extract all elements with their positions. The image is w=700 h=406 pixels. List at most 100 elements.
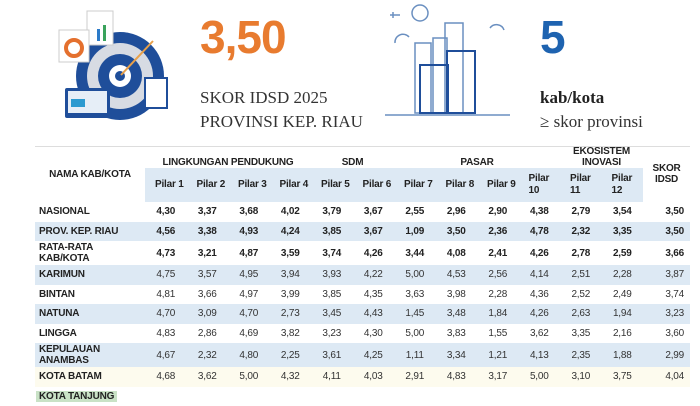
- city-buildings-icon: [385, 3, 515, 118]
- pillar-value: 2,90: [477, 202, 519, 222]
- pillar-value: 3,83: [436, 324, 478, 344]
- pillar-value: 1,09: [394, 222, 436, 242]
- count-above-province: 5: [540, 14, 565, 60]
- pillar-value: 4,38: [519, 202, 561, 222]
- pillar-value: 1,11: [394, 343, 436, 367]
- row-name: LINGGA: [35, 324, 145, 344]
- row-name-text: KARIMUN: [39, 269, 85, 280]
- pillar-header: Pilar 12: [602, 168, 644, 202]
- pillar-value: 3,94: [270, 265, 312, 285]
- pillar-value: 3,99: [270, 285, 312, 305]
- pillar-value: 3,35: [602, 222, 644, 242]
- pillar-value: 3,48: [436, 304, 478, 324]
- pillar-value: 2,25: [270, 343, 312, 367]
- group-header: PASAR: [394, 146, 560, 168]
- pillar-value: [519, 387, 561, 406]
- pillar-value: 4,26: [353, 241, 395, 265]
- pillar-header: Pilar 5: [311, 168, 353, 202]
- pillar-value: [394, 387, 436, 406]
- pillar-value: 3,79: [311, 202, 353, 222]
- pillar-value: 3,98: [436, 285, 478, 305]
- pillar-value: 3,23: [311, 324, 353, 344]
- idsd-score-value: 3,50: [643, 202, 690, 222]
- pillar-value: 4,24: [270, 222, 312, 242]
- pillar-value: 2,35: [560, 343, 602, 367]
- row-name: KEPULAUAN ANAMBAS: [35, 343, 145, 367]
- pillar-value: 4,26: [519, 304, 561, 324]
- row-name: BINTAN: [35, 285, 145, 305]
- pillar-value: 3,82: [270, 324, 312, 344]
- pillar-value: 2,52: [560, 285, 602, 305]
- pillar-value: 3,37: [187, 202, 229, 222]
- pillar-value: 3,21: [187, 241, 229, 265]
- pillar-value: [560, 387, 602, 406]
- pillar-header: Pilar 9: [477, 168, 519, 202]
- pillar-value: 3,54: [602, 202, 644, 222]
- target-dashboard-icon: [55, 3, 175, 123]
- idsd-table: NAMA KAB/KOTA LINGKUNGAN PENDUKUNG SDM P…: [35, 146, 690, 406]
- pillar-value: 4,56: [145, 222, 187, 242]
- pillar-value: 2,28: [477, 285, 519, 305]
- pillar-value: 2,86: [187, 324, 229, 344]
- pillar-value: 5,00: [394, 265, 436, 285]
- score-header: SKOR IDSD: [643, 146, 690, 202]
- pillar-value: 4,03: [353, 367, 395, 387]
- pillar-value: 3,38: [187, 222, 229, 242]
- pillar-value: 2,51: [560, 265, 602, 285]
- pillar-value: 2,73: [270, 304, 312, 324]
- pillar-value: 5,00: [394, 324, 436, 344]
- pillar-value: 3,44: [394, 241, 436, 265]
- row-name-text: NATUNA: [39, 308, 79, 319]
- pillar-value: 3,85: [311, 285, 353, 305]
- pillar-value: 4,70: [228, 304, 270, 324]
- idsd-score: 3,50: [200, 14, 286, 60]
- idsd-score-value: 3,87: [643, 265, 690, 285]
- group-header: EKOSISTEM INOVASI: [560, 146, 643, 168]
- pillar-value: 4,14: [519, 265, 561, 285]
- row-name: KOTA BATAM: [35, 367, 145, 387]
- pillar-header: Pilar 11: [560, 168, 602, 202]
- pillar-header: Pilar 10: [519, 168, 561, 202]
- idsd-score-value: 3,50: [643, 222, 690, 242]
- pillar-value: 4,68: [145, 367, 187, 387]
- pillar-value: [602, 387, 644, 406]
- idsd-score-value: 3,66: [643, 241, 690, 265]
- pillar-value: 4,95: [228, 265, 270, 285]
- pillar-value: 2,59: [602, 241, 644, 265]
- pillar-value: 4,36: [519, 285, 561, 305]
- row-name-text: KEPULAUAN ANAMBAS: [39, 344, 100, 366]
- pillar-value: 4,32: [270, 367, 312, 387]
- pillar-value: 4,35: [353, 285, 395, 305]
- pillar-value: 4,83: [436, 367, 478, 387]
- pillar-value: 2,49: [602, 285, 644, 305]
- pillar-value: 4,83: [145, 324, 187, 344]
- row-name: KOTA TANJUNG: [35, 387, 145, 406]
- pillar-value: 2,56: [477, 265, 519, 285]
- pillar-value: 2,28: [602, 265, 644, 285]
- pillar-value: 4,30: [353, 324, 395, 344]
- pillar-value: 3,93: [311, 265, 353, 285]
- pillar-value: 4,11: [311, 367, 353, 387]
- pillar-value: 2,63: [560, 304, 602, 324]
- idsd-score-value: 3,23: [643, 304, 690, 324]
- pillar-value: 3,59: [270, 241, 312, 265]
- pillar-value: [228, 387, 270, 406]
- row-name: NATUNA: [35, 304, 145, 324]
- pillar-value: 3,57: [187, 265, 229, 285]
- pillar-value: 1,84: [477, 304, 519, 324]
- pillar-value: 4,13: [519, 343, 561, 367]
- pillar-value: 3,17: [477, 367, 519, 387]
- row-name: PROV. KEP. RIAU: [35, 222, 145, 242]
- pillar-value: 2,91: [394, 367, 436, 387]
- idsd-score-value: 2,99: [643, 343, 690, 367]
- pillar-header: Pilar 1: [145, 168, 187, 202]
- pillar-value: 4,73: [145, 241, 187, 265]
- pillar-value: 3,35: [560, 324, 602, 344]
- pillar-value: [436, 387, 478, 406]
- row-name-text: NASIONAL: [39, 206, 90, 217]
- pillar-value: 4,81: [145, 285, 187, 305]
